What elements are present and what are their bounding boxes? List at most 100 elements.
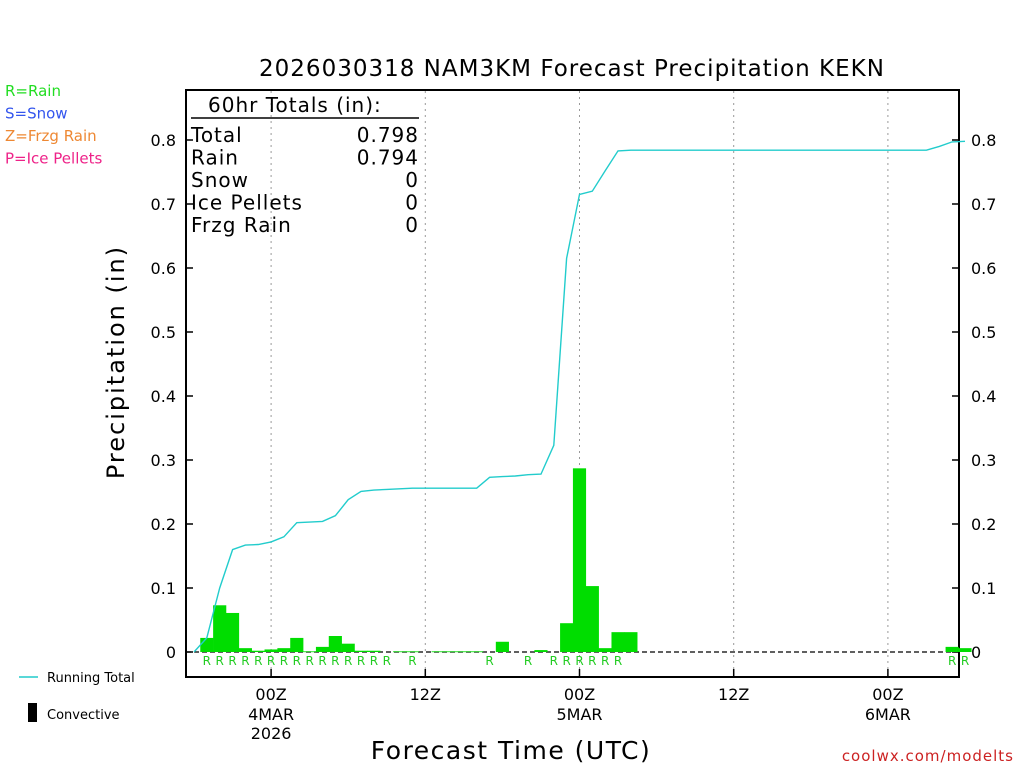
- y-tick-label: 0.1: [971, 579, 996, 598]
- totals-row-label: Total: [190, 123, 243, 147]
- precip-bar: [277, 648, 291, 652]
- ptype-marker: R: [948, 654, 956, 668]
- ptype-marker: R: [524, 654, 532, 668]
- precip-bar: [945, 646, 959, 652]
- precip-bar: [585, 586, 599, 652]
- chart-title: 2026030318 NAM3KM Forecast Precipitation…: [259, 56, 885, 82]
- ptype-marker: R: [562, 654, 570, 668]
- totals-row-label: Frzg Rain: [191, 213, 292, 237]
- precip-bar: [328, 636, 342, 652]
- precip-bar: [341, 643, 355, 652]
- ptype-marker: R: [408, 654, 416, 668]
- ptype-marker: R: [305, 654, 313, 668]
- totals-row-value: 0.794: [357, 146, 419, 170]
- totals-row-value: 0: [405, 213, 419, 237]
- ptype-marker: R: [344, 654, 352, 668]
- precip-bar: [303, 651, 317, 653]
- precip-bar: [958, 648, 972, 652]
- y-tick-label: 0: [166, 643, 176, 662]
- y-tick-label: 0.6: [151, 259, 176, 278]
- y-tick-label: 0.2: [151, 515, 176, 534]
- ptype-marker: R: [383, 654, 391, 668]
- ptype-marker: R: [318, 654, 326, 668]
- ptype-marker: R: [601, 654, 609, 668]
- ptype-marker: R: [614, 654, 622, 668]
- precip-bar: [251, 650, 265, 652]
- ptype-marker: R: [370, 654, 378, 668]
- ptype-marker: R: [280, 654, 288, 668]
- y-tick-label: 0.5: [971, 323, 996, 342]
- ptype-marker: R: [588, 654, 596, 668]
- ptype-marker: R: [216, 654, 224, 668]
- ptype-marker: R: [331, 654, 339, 668]
- precip-bar: [495, 641, 509, 652]
- y-tick-label: 0.8: [151, 131, 176, 150]
- precip-bar: [200, 637, 214, 652]
- precip-bar: [225, 612, 240, 652]
- precip-bar: [624, 632, 638, 652]
- y-tick-label: 0.7: [971, 195, 996, 214]
- y-tick-label: 0.5: [151, 323, 176, 342]
- precip-bar: [534, 650, 548, 652]
- totals-row-value: 0: [405, 168, 419, 192]
- totals-row-value: 0: [405, 191, 419, 215]
- ptype-marker: R: [267, 654, 275, 668]
- ptype-legend-item: Z=Frzg Rain: [5, 127, 97, 145]
- precip-bar: [431, 651, 445, 653]
- convective-legend-label: Convective: [47, 708, 120, 723]
- x-tick-label: 00Z: [255, 685, 286, 704]
- ptype-legend-item: P=Ice Pellets: [5, 150, 102, 168]
- ptype-marker: R: [575, 654, 583, 668]
- ptype-marker: R: [357, 654, 365, 668]
- ptype-marker: R: [485, 654, 493, 668]
- x-axis-label: Forecast Time (UTC): [371, 736, 651, 765]
- ptype-marker: R: [254, 654, 262, 668]
- convective-legend-swatch: [28, 703, 37, 722]
- precip-bar: [367, 650, 381, 652]
- credit-text: coolwx.com/modelts: [842, 747, 1014, 765]
- precip-bar: [598, 648, 612, 652]
- x-tick-year: 2026: [251, 724, 292, 743]
- precip-bar: [444, 651, 458, 653]
- totals-rows: Total 0.798 Rain 0.794 Snow 0 Ice Pellets 0 Frzg…: [190, 123, 419, 237]
- precip-bar: [470, 651, 484, 653]
- ptype-legend: R=Rain S=Snow Z=Frzg Rain P=Ice Pellets: [5, 82, 102, 168]
- y-tick-label: 0.3: [971, 451, 996, 470]
- totals-row-label: Snow: [191, 168, 249, 192]
- series-legend: Running Total Convective: [19, 671, 135, 723]
- precip-bar: [560, 623, 574, 652]
- ptype-legend-item: R=Rain: [5, 82, 61, 100]
- y-tick-label: 0.2: [971, 515, 996, 534]
- x-tick-date: 6MAR: [865, 705, 911, 724]
- hourly-bars: [200, 468, 972, 653]
- x-tick-label: 00Z: [564, 685, 595, 704]
- y-tick-label: 0.4: [971, 387, 996, 406]
- precip-bar: [572, 468, 587, 652]
- ptype-marker: R: [550, 654, 558, 668]
- y-tick-label: 0.8: [971, 131, 996, 150]
- x-tick-label: 12Z: [718, 685, 749, 704]
- x-tick-date: 5MAR: [556, 705, 602, 724]
- ptype-marker: R: [203, 654, 211, 668]
- x-tick-label: 12Z: [410, 685, 441, 704]
- totals-row-label: Rain: [191, 146, 239, 170]
- precip-bar: [393, 651, 407, 653]
- totals-header: 60hr Totals (in):: [208, 93, 382, 117]
- precip-bar: [264, 649, 278, 652]
- running-total-legend-label: Running Total: [47, 671, 135, 686]
- y-tick-label: 0.6: [971, 259, 996, 278]
- ptype-marker: R: [241, 654, 249, 668]
- totals-row-value: 0.798: [357, 123, 419, 147]
- y-tick-label: 0.4: [151, 387, 176, 406]
- y-axis-label: Precipitation (in): [102, 245, 130, 479]
- y-tick-label: 0.1: [151, 579, 176, 598]
- y-tick-label: 0.3: [151, 451, 176, 470]
- precip-bar: [611, 632, 625, 652]
- y-tick-label: 0.7: [151, 195, 176, 214]
- ptype-marker: R: [961, 654, 969, 668]
- precip-bar: [354, 650, 368, 652]
- precip-bar: [213, 605, 227, 652]
- precip-bar: [315, 646, 330, 652]
